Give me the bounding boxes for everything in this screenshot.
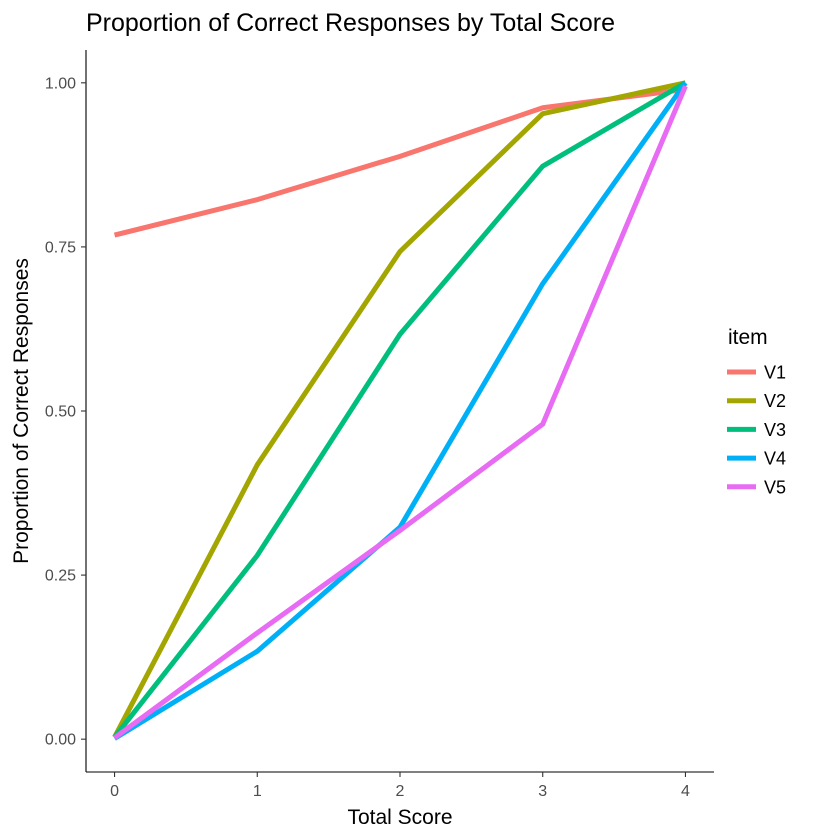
series-line-v5 — [113, 85, 688, 740]
legend-label-v5: V5 — [764, 477, 786, 497]
legend-label-v4: V4 — [764, 449, 786, 469]
legend: item V1 V2 V3 V4 V5 — [727, 326, 786, 497]
x-tick-label: 0 — [110, 783, 119, 800]
legend-label-v2: V2 — [764, 391, 786, 411]
y-axis-title: Proportion of Correct Responses — [10, 258, 33, 564]
series-line-v2 — [112, 80, 686, 739]
y-tick-label: 0.50 — [45, 404, 76, 421]
legend-label-v3: V3 — [764, 420, 786, 440]
x-tick-label: 4 — [681, 783, 690, 800]
series-line-v1 — [113, 86, 686, 238]
legend-items: V1 V2 V3 V4 V5 — [727, 363, 786, 497]
y-tick-label: 0.00 — [45, 732, 76, 749]
legend-label-v1: V1 — [764, 363, 786, 383]
chart-title: Proportion of Correct Responses by Total… — [86, 9, 615, 37]
series-line-v4 — [113, 81, 688, 741]
x-axis-title: Total Score — [347, 806, 452, 829]
y-tick-label: 0.75 — [45, 239, 76, 256]
series-line-v3 — [112, 80, 687, 739]
legend-title: item — [728, 326, 768, 349]
series-layer — [112, 80, 688, 741]
y-axis-ticks: 0.00 0.25 0.50 0.75 1.00 — [45, 75, 86, 749]
y-tick-label: 1.00 — [45, 75, 76, 92]
x-tick-label: 1 — [253, 783, 262, 800]
plot-area: 0.00 0.25 0.50 0.75 1.00 0 1 2 3 4 — [45, 50, 714, 800]
x-tick-label: 2 — [396, 783, 405, 800]
y-tick-label: 0.25 — [45, 568, 76, 585]
x-tick-label: 3 — [538, 783, 547, 800]
x-axis-ticks: 0 1 2 3 4 — [110, 772, 690, 800]
